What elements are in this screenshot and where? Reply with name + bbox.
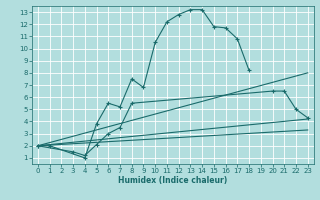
X-axis label: Humidex (Indice chaleur): Humidex (Indice chaleur) [118, 176, 228, 185]
